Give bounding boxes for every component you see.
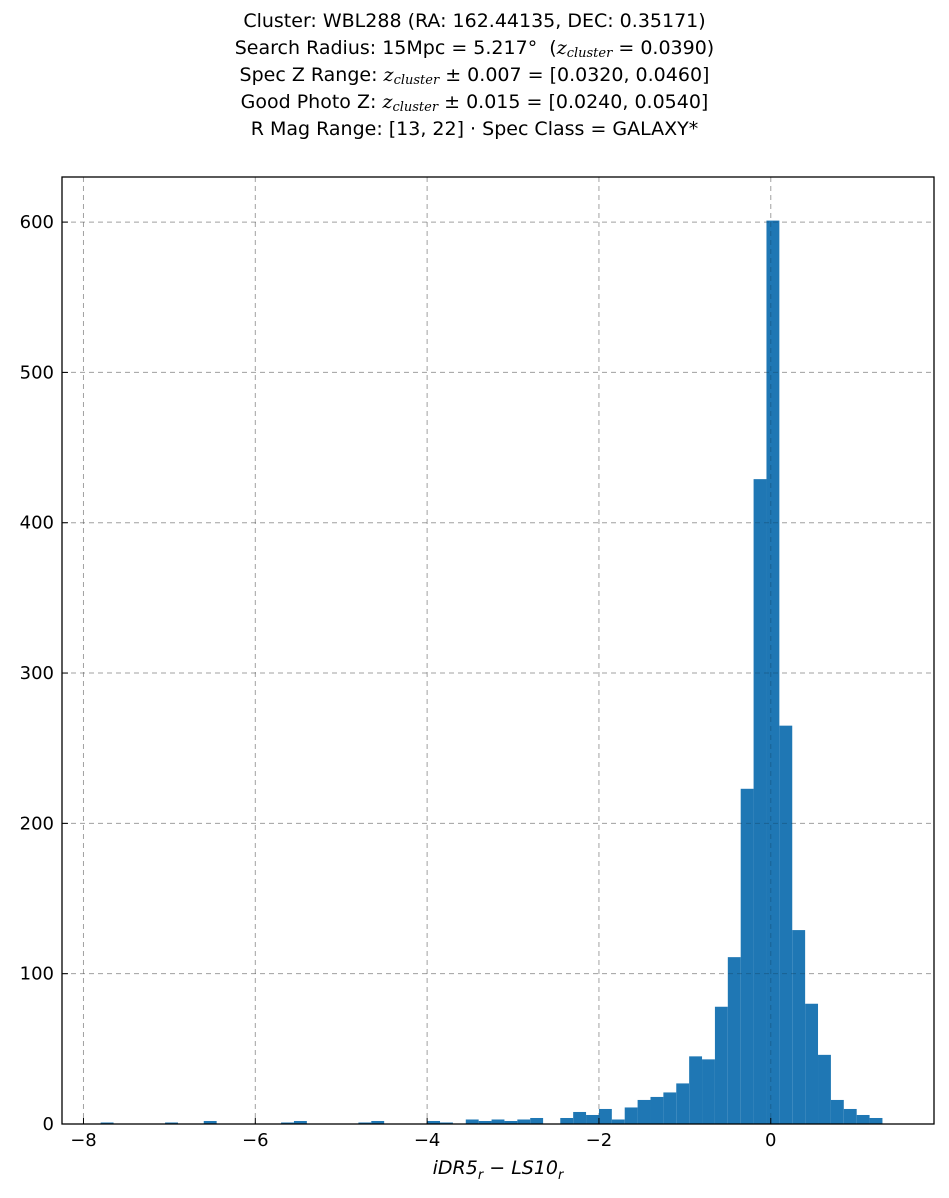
- title-line-4: Good Photo Z: zcluster ± 0.015 = [0.0240…: [240, 91, 709, 115]
- y-tick-label: 300: [20, 663, 54, 684]
- histogram-bar: [637, 1099, 651, 1124]
- histogram-bar: [504, 1120, 518, 1124]
- histogram-bar: [727, 957, 741, 1124]
- histogram-bar: [611, 1119, 625, 1124]
- y-tick-label: 100: [20, 964, 54, 985]
- histogram-bar: [766, 220, 780, 1125]
- histogram-bar: [843, 1108, 857, 1124]
- histogram-bar: [530, 1117, 544, 1124]
- histogram-bar: [165, 1122, 178, 1124]
- chart-title: Cluster: WBL288 (RA: 162.44135, DEC: 0.3…: [0, 8, 949, 143]
- histogram-bar: [465, 1119, 479, 1124]
- histogram-bar: [753, 479, 767, 1125]
- y-tick-label: 600: [20, 212, 54, 233]
- histogram-bar: [869, 1117, 883, 1124]
- histogram-bar: [478, 1120, 492, 1124]
- histogram-bar: [702, 1059, 715, 1124]
- plot-frame: [61, 176, 935, 1125]
- histogram-bar: [624, 1107, 638, 1124]
- histogram-bar: [830, 1099, 844, 1124]
- histogram-bar: [650, 1096, 664, 1124]
- histogram-bar: [586, 1114, 599, 1124]
- title-line-1: Cluster: WBL288 (RA: 162.44135, DEC: 0.3…: [243, 10, 706, 32]
- histogram-bar: [100, 1122, 114, 1124]
- histogram-bar: [779, 725, 793, 1124]
- histogram-bar: [560, 1117, 574, 1124]
- histogram-bar: [203, 1120, 217, 1124]
- ticks: −8 −6 −4 −2 0 0 100 200 300 400 500 600: [20, 212, 777, 1151]
- y-tick-label: 400: [20, 513, 54, 534]
- y-tick-label: 200: [20, 813, 54, 834]
- x-axis-label: iDR5r − LS10r: [433, 1157, 565, 1183]
- histogram-bar: [598, 1108, 612, 1124]
- histogram-bar: [805, 1003, 819, 1124]
- histogram-bar: [281, 1122, 294, 1124]
- x-tick-label: −2: [586, 1130, 613, 1151]
- histogram-bar: [663, 1092, 677, 1124]
- title-line-3: Spec Z Range: zcluster ± 0.007 = [0.0320…: [239, 64, 710, 88]
- title-line-5: R Mag Range: [13, 22] · Spec Class = GAL…: [250, 118, 699, 140]
- x-tick-label: −6: [242, 1130, 269, 1151]
- histogram-bar: [676, 1083, 690, 1124]
- x-tick-label: 0: [765, 1130, 776, 1151]
- y-tick-label: 500: [20, 362, 54, 383]
- histogram-bar: [740, 788, 754, 1124]
- histogram-bar: [714, 1006, 728, 1124]
- histogram-bar: [371, 1120, 385, 1124]
- x-tick-label: −4: [414, 1130, 441, 1151]
- histogram-bar: [792, 930, 806, 1124]
- histogram-bar: [358, 1122, 372, 1124]
- x-tick-label: −8: [70, 1130, 97, 1151]
- histogram-bar: [427, 1120, 441, 1124]
- y-tick-label: 0: [43, 1114, 54, 1135]
- histogram-bar: [689, 1056, 703, 1124]
- histogram-bar: [517, 1119, 531, 1124]
- histogram-bars: [62, 177, 934, 1125]
- histogram-bar: [818, 1054, 831, 1124]
- histogram-bar: [573, 1111, 587, 1124]
- histogram-bar: [856, 1114, 870, 1124]
- histogram-bar: [491, 1119, 505, 1124]
- histogram-bar: [440, 1122, 453, 1124]
- title-line-2: Search Radius: 15Mpc = 5.217° (zcluster …: [234, 37, 715, 61]
- axes: [61, 176, 935, 1125]
- histogram-bar: [293, 1120, 307, 1124]
